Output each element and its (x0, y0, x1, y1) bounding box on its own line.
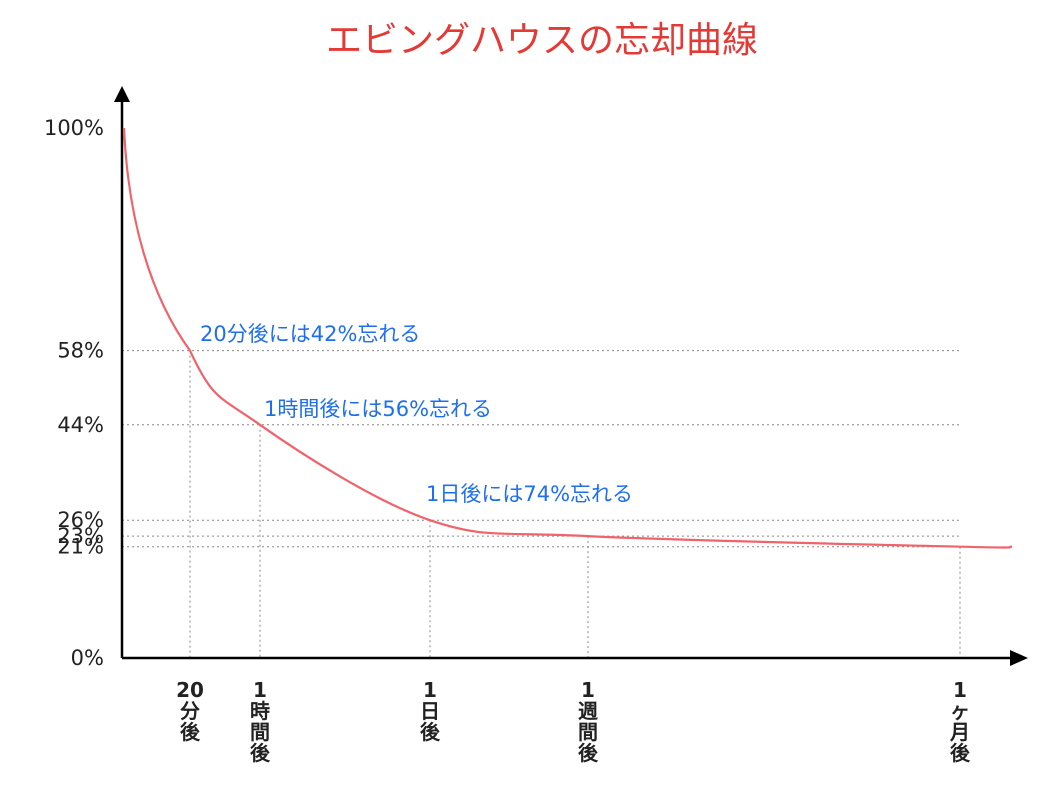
annotations: 20分後には42%忘れる 1時間後には56%忘れる 1日後には74%忘れる (200, 322, 633, 506)
x-tick-label: 1 (423, 678, 437, 702)
annotation-3: 1日後には74%忘れる (426, 482, 633, 506)
x-tick-label: 後 (578, 741, 599, 765)
x-tick-label: 1 (581, 678, 595, 702)
y-tick-label: 58% (57, 339, 104, 363)
series-curve (122, 127, 1013, 549)
chart-title: エビングハウスの忘却曲線 (326, 20, 758, 61)
x-tick-label: 後 (250, 741, 271, 765)
y-tick-label: 0% (71, 646, 104, 670)
grid-lines (122, 350, 961, 658)
x-tick-label: 間 (250, 720, 270, 744)
y-tick-label: 21% (57, 535, 104, 559)
y-tick-label: 26% (57, 508, 104, 532)
x-tick-label: 後 (180, 720, 201, 744)
y-tick-label: 23% (57, 524, 104, 548)
x-tick-label: 分 (180, 699, 200, 723)
x-axis-arrow (1010, 650, 1028, 666)
annotation-2: 1時間後には56%忘れる (264, 397, 492, 421)
x-tick-label: 時 (250, 699, 270, 723)
x-tick-label: 週 (578, 699, 598, 723)
y-tick-label: 100% (44, 116, 104, 140)
x-tick-label: 月 (949, 720, 970, 744)
axes (114, 86, 1028, 666)
x-tick-label: 20 (176, 678, 204, 702)
x-tick-label: 1 (953, 678, 967, 702)
x-tick-label: 後 (420, 720, 441, 744)
x-tick-label: 1 (253, 678, 267, 702)
x-tick-label: 後 (950, 741, 971, 765)
y-tick-labels: 100% 58% 44% 26%23%21% 0% (44, 116, 104, 670)
x-tick-label: 日 (420, 699, 440, 723)
y-tick-label: 44% (57, 413, 104, 437)
curve-layer (122, 127, 1013, 549)
annotation-1: 20分後には42%忘れる (200, 322, 420, 346)
x-tick-label: 間 (578, 720, 598, 744)
y-axis-arrow (114, 86, 130, 102)
x-tick-label: ヶ (950, 699, 970, 723)
